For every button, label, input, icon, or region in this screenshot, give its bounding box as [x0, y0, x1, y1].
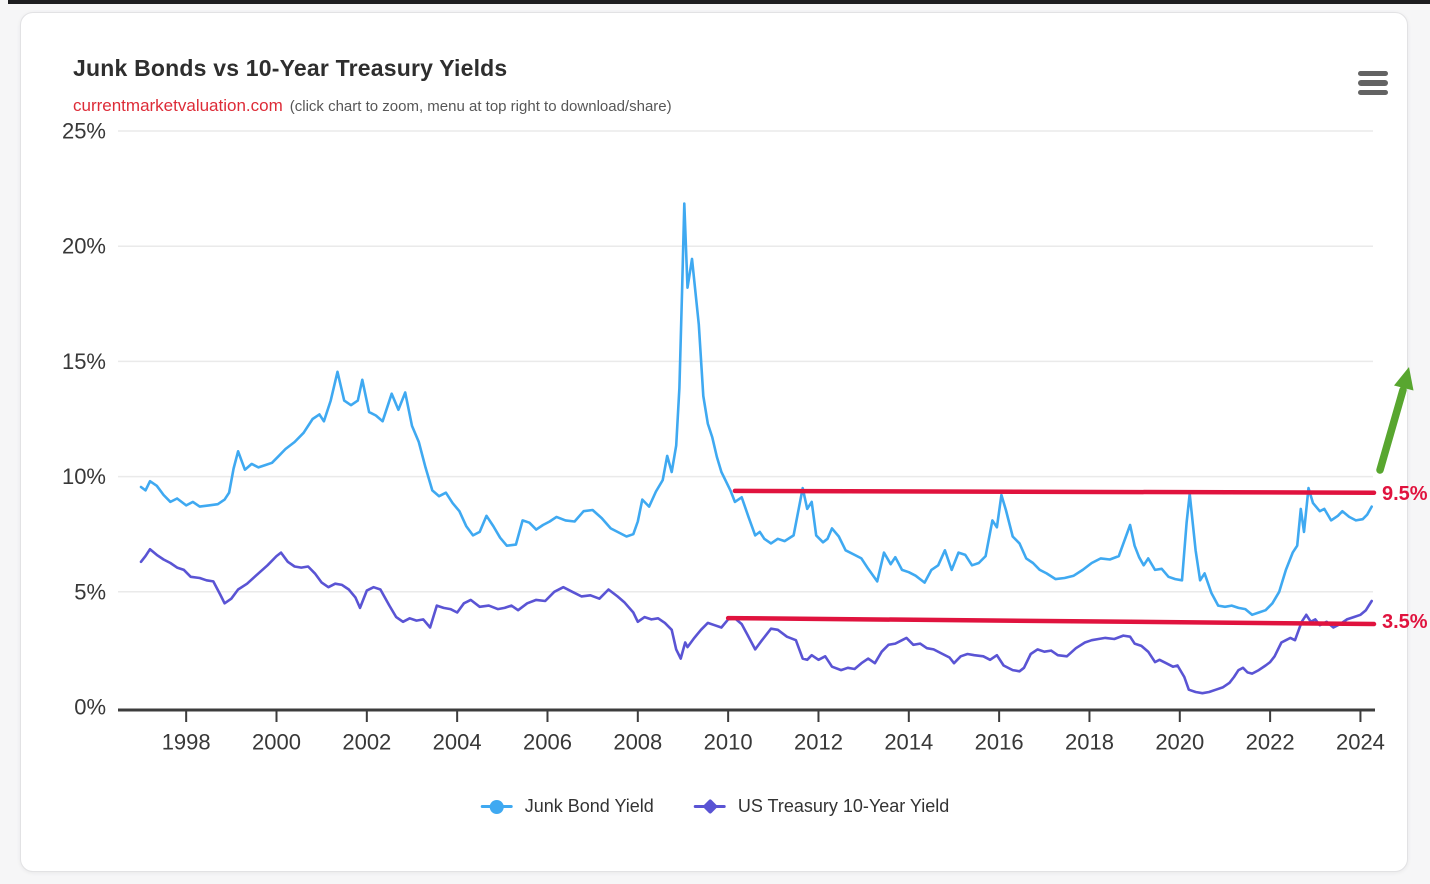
y-axis-tick-label: 5% [74, 579, 106, 604]
legend-label: Junk Bond Yield [524, 796, 654, 816]
legend-label: US Treasury 10-Year Yield [737, 796, 950, 816]
x-axis-tick-label: 2012 [794, 730, 843, 755]
x-axis-tick-label: 2014 [884, 730, 933, 755]
up-trend-arrow [1376, 386, 1407, 474]
x-axis-tick-label: 2006 [523, 730, 572, 755]
annotation-label-junk-level: 9.5% [1382, 483, 1428, 505]
y-axis-tick-label: 15% [62, 349, 106, 374]
y-axis-tick-label: 10% [62, 464, 106, 489]
x-axis-tick-label: 2020 [1155, 730, 1204, 755]
y-axis-tick-label: 25% [62, 119, 106, 144]
source-link[interactable]: currentmarketvaluation.com [73, 96, 283, 115]
treasury-marker-icon [693, 798, 726, 815]
legend-item-treasury[interactable]: US Treasury 10-Year Yield [693, 796, 950, 817]
x-axis-tick-label: 2010 [704, 730, 753, 755]
hamburger-icon [1358, 89, 1388, 96]
up-trend-arrow-head [1394, 367, 1414, 391]
y-axis-tick-label: 0% [74, 695, 106, 720]
subtitle-note: (click chart to zoom, menu at top right … [289, 98, 672, 115]
x-axis-tick-label: 2022 [1246, 730, 1295, 755]
hamburger-icon [1358, 70, 1388, 77]
page-title: Junk Bonds vs 10-Year Treasury Yields [73, 55, 508, 81]
treasury-yield-line [139, 547, 1373, 695]
y-axis-tick-label: 20% [62, 234, 106, 259]
x-axis-tick-label: 2004 [433, 730, 482, 755]
x-axis-tick-label: 2002 [342, 730, 391, 755]
x-axis-tick-label: 2024 [1336, 730, 1385, 755]
chart-legend: Junk Bond Yield US Treasury 10-Year Yiel… [480, 796, 950, 817]
window-top-edge [8, 0, 1430, 4]
hamburger-icon [1358, 80, 1388, 86]
chart-menu-button[interactable] [1351, 63, 1395, 103]
x-axis-tick-label: 2018 [1065, 730, 1114, 755]
x-axis-tick-label: 2000 [252, 730, 301, 755]
x-axis-tick-label: 1998 [162, 730, 211, 755]
chart-subtitle: currentmarketvaluation.com (click chart t… [73, 96, 672, 116]
x-axis-tick-label: 2008 [613, 730, 662, 755]
junk-bond-yield-line [139, 202, 1373, 617]
annotation-label-treasury-level: 3.5% [1382, 611, 1428, 633]
resistance-line-treasury [725, 615, 1377, 627]
x-axis-tick-label: 2016 [975, 730, 1024, 755]
junk-bond-marker-icon [480, 799, 513, 815]
resistance-line-junk [732, 488, 1377, 495]
legend-item-junk-bond[interactable]: Junk Bond Yield [480, 796, 654, 817]
